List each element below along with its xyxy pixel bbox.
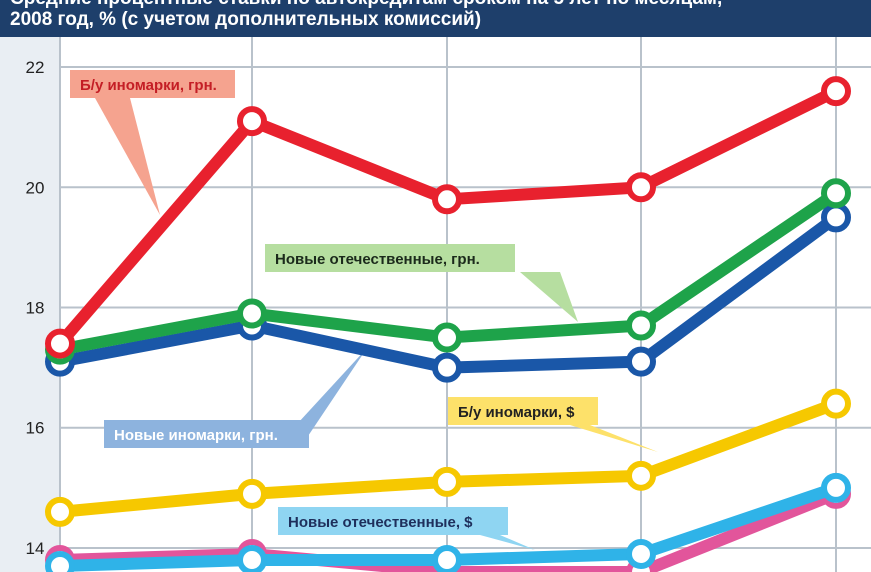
data-point xyxy=(821,202,851,233)
callout-label: Новые отечественные, грн. xyxy=(275,251,480,268)
data-point xyxy=(45,550,75,572)
callout-label: Б/у иномарки, грн. xyxy=(80,77,217,94)
chart-title-line-2: 2008 год, % (с учетом дополнительных ком… xyxy=(10,9,482,30)
callouts: Б/у иномарки, грн. Новые отечественные, г… xyxy=(70,70,658,550)
callout-box xyxy=(448,397,598,425)
series-line xyxy=(54,487,842,572)
callout-box xyxy=(278,507,508,535)
plot-background xyxy=(60,37,871,572)
data-point xyxy=(432,322,462,353)
callout-box xyxy=(104,420,309,448)
data-point xyxy=(432,466,462,497)
y-tick-label: 22 xyxy=(26,58,45,77)
data-point xyxy=(626,346,656,377)
series-group xyxy=(45,472,851,572)
data-point xyxy=(626,172,656,203)
data-point xyxy=(626,538,656,569)
data-point xyxy=(237,478,267,509)
data-point xyxy=(237,544,267,572)
callout-label: Новые иномарки, грн. xyxy=(114,427,278,444)
data-point xyxy=(237,106,267,137)
y-tick-label: 18 xyxy=(26,299,45,318)
data-point xyxy=(45,328,75,359)
series-group xyxy=(45,178,851,365)
callout-pointer xyxy=(570,425,658,452)
chart-title: Средние процентные ставки по автокредита… xyxy=(0,0,871,37)
data-point xyxy=(626,460,656,491)
data-point xyxy=(432,184,462,215)
callout-pointer xyxy=(95,98,160,215)
data-point xyxy=(821,472,851,503)
data-point xyxy=(821,178,851,209)
data-point xyxy=(821,76,851,107)
data-point xyxy=(821,388,851,419)
chart-title-line-1: Средние процентные ставки по автокредита… xyxy=(10,0,722,10)
data-point xyxy=(45,496,75,527)
series-group xyxy=(45,388,851,527)
data-point xyxy=(237,298,267,329)
callout-pointer xyxy=(480,535,535,550)
y-tick-label: 20 xyxy=(26,178,45,197)
callout-box xyxy=(70,70,235,98)
data-point xyxy=(432,544,462,572)
callout-label: Б/у иномарки, $ xyxy=(458,404,575,421)
y-tick-label: 16 xyxy=(26,419,45,438)
data-point xyxy=(626,310,656,341)
callout-pointer xyxy=(520,272,578,322)
data-point xyxy=(432,352,462,383)
callout-label: Новые отечественные, $ xyxy=(288,514,473,531)
y-tick-label: 14 xyxy=(26,539,45,558)
series-group xyxy=(45,76,851,359)
callout-box xyxy=(265,244,515,272)
